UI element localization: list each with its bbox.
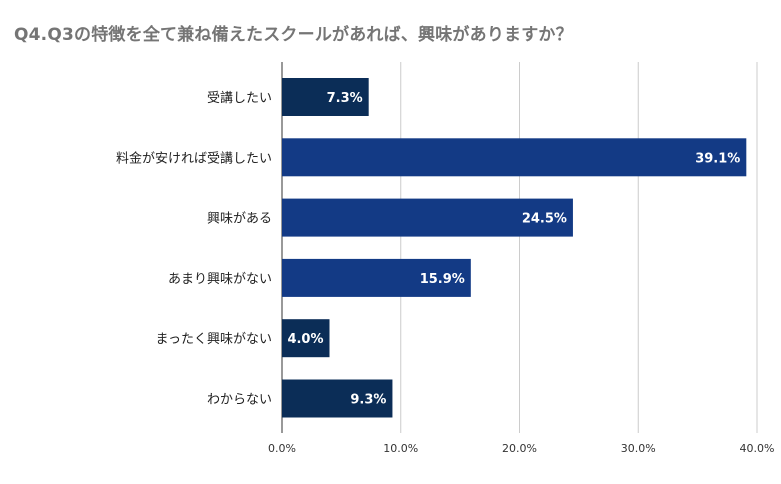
category-label: 受講したい: [207, 90, 272, 106]
bars: 7.3% 39.1% 24.5% 15.9% 4.0% 9.3%: [282, 78, 747, 418]
category-label: わからない: [207, 393, 272, 408]
category-label: あまり興味がない: [168, 272, 272, 287]
bar-value-label: 9.3%: [350, 393, 386, 408]
bar-value-label: 15.9%: [420, 272, 465, 287]
category-labels: 受講したい料金が安ければ受講したい興味があるあまり興味がないまったく興味がないわ…: [116, 90, 272, 408]
x-tick-label: 10.0%: [383, 442, 418, 455]
bar-value-label: 24.5%: [522, 212, 567, 227]
bar: [282, 379, 393, 418]
bar: [282, 258, 471, 297]
bar: [282, 78, 369, 116]
x-tick-label: 20.0%: [502, 442, 537, 455]
bar-value-label: 39.1%: [695, 151, 740, 166]
bar-value-label: 4.0%: [287, 332, 323, 347]
bar: [282, 198, 573, 237]
bar: [282, 138, 747, 177]
category-label: 料金が安ければ受講したい: [116, 150, 272, 166]
category-label: 興味がある: [207, 212, 272, 227]
chart-title: Q4.Q3の特徴を全て兼ね備えたスクールがあれば、興味がありますか？: [14, 25, 573, 45]
x-tick-labels: 0.0% 10.0% 20.0% 30.0% 40.0%: [268, 442, 774, 455]
bar: [282, 319, 330, 358]
gridlines: [281, 62, 758, 433]
x-tick-label: 40.0%: [740, 442, 775, 455]
bar-value-label: 7.3%: [327, 91, 363, 106]
x-tick-label: 0.0%: [268, 442, 296, 455]
category-label: まったく興味がない: [156, 332, 272, 347]
x-tick-label: 30.0%: [621, 442, 656, 455]
